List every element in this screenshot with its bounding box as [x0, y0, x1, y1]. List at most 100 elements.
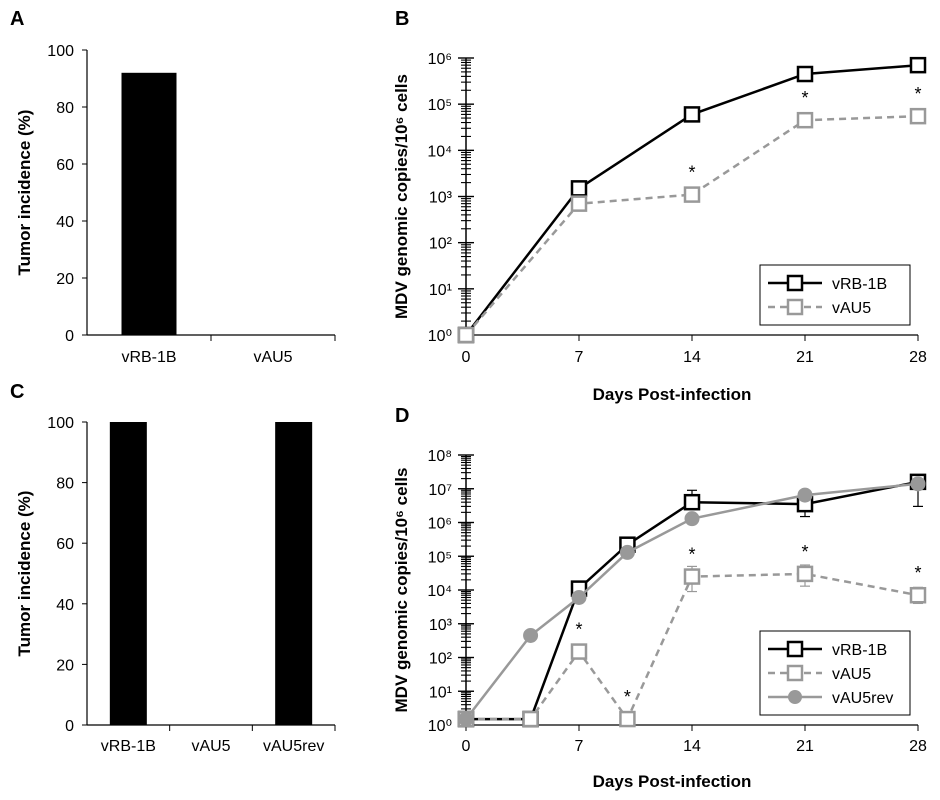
y-tick-label: 100 [47, 43, 74, 60]
y-tick-label: 10⁵ [428, 97, 452, 114]
data-point [683, 186, 701, 203]
x-axis-title: Days Post-infection [593, 385, 752, 404]
series-line [465, 114, 919, 336]
data-point [796, 111, 814, 129]
data-point [796, 65, 814, 83]
legend: vRB-1B vAU5 vAU5rev [759, 630, 911, 716]
data-point [458, 711, 474, 727]
y-tick-label: 10¹ [429, 282, 452, 299]
significance-star: * [801, 88, 808, 108]
y-tick-label: 100 [47, 415, 74, 432]
data-point [796, 565, 814, 583]
data-point [683, 106, 701, 123]
data-point [909, 586, 927, 604]
x-tick-label: 14 [683, 738, 701, 755]
significance-star: * [914, 563, 921, 583]
x-tick-label: 7 [575, 738, 584, 755]
y-tick-label: 10⁴ [427, 583, 452, 600]
panel-letter: C [10, 381, 24, 403]
data-point [457, 326, 475, 344]
data-point [570, 180, 588, 197]
y-axis-title: MDV genomic copies/10⁶ cells [392, 74, 411, 319]
x-axis-title: Days Post-infection [593, 772, 752, 791]
y-axis-title: MDV genomic copies/10⁶ cells [392, 468, 411, 713]
data-point [570, 643, 588, 660]
legend-box [759, 264, 911, 326]
data-point [523, 627, 539, 643]
category-label: vRB-1B [101, 738, 156, 755]
x-tick-label: 28 [909, 738, 927, 755]
x-tick-label: 0 [462, 349, 471, 366]
data-point [909, 107, 927, 125]
legend-marker [788, 690, 802, 704]
y-tick-label: 40 [56, 214, 74, 231]
x-tick-label: 21 [796, 349, 814, 366]
significance-star: * [688, 163, 695, 183]
legend-marker [786, 640, 804, 658]
category-label: vAU5 [191, 738, 230, 755]
legend-label: vAU5 [832, 666, 871, 683]
y-axis-title: Tumor incidence (%) [15, 491, 34, 657]
data-point [797, 487, 813, 503]
legend-marker [786, 298, 804, 316]
category-label: vAU5rev [263, 738, 324, 755]
y-tick-label: 10³ [429, 617, 453, 634]
significance-star: * [624, 687, 631, 707]
y-tick-label: 10² [429, 236, 453, 253]
category-label: vRB-1B [121, 349, 176, 366]
bar-vau5rev [275, 422, 313, 725]
data-point [910, 476, 926, 492]
panel-letter: D [395, 405, 409, 427]
significance-star: * [914, 84, 921, 104]
x-tick-label: 0 [462, 738, 471, 755]
data-point [570, 195, 588, 212]
data-point [571, 589, 587, 605]
data-point [684, 511, 700, 527]
y-tick-label: 60 [56, 536, 74, 553]
x-tick-label: 7 [575, 349, 584, 366]
panel-c: C 0 20 40 60 80 100 vRB-1B vAU5 vAU5rev Tumor inci… [10, 381, 336, 755]
y-tick-label: 0 [65, 328, 74, 345]
panel-d: D 10⁰ 10¹ 10² 10³ 10⁴ 10⁵ 10⁶ 10⁷ 10⁸ 0 7 14 21 28 Days… [392, 405, 927, 791]
series-vau5rev [458, 476, 926, 727]
data-point [522, 710, 539, 728]
y-tick-label: 40 [56, 597, 74, 614]
y-tick-label: 10⁶ [428, 51, 452, 68]
x-tick-label: 21 [796, 738, 814, 755]
data-point [683, 493, 701, 511]
legend-label: vAU5 [832, 300, 871, 317]
legend-marker [786, 664, 804, 682]
y-tick-label: 60 [56, 157, 74, 174]
y-tick-label: 10⁴ [427, 143, 452, 160]
y-axis-title: Tumor incidence (%) [15, 110, 34, 276]
y-tick-label: 20 [56, 657, 74, 674]
x-tick-label: 28 [909, 349, 927, 366]
y-tick-label: 10¹ [429, 684, 452, 701]
panel-letter: B [395, 8, 409, 30]
legend-label: vRB-1B [832, 642, 887, 659]
legend-label: vRB-1B [832, 276, 887, 293]
y-tick-label: 10² [429, 651, 453, 668]
data-point [909, 56, 927, 74]
y-tick-label: 10⁰ [428, 328, 452, 345]
legend: vRB-1B vAU5 [759, 264, 911, 326]
legend-label: vAU5rev [832, 690, 893, 707]
y-tick-label: 10³ [429, 190, 453, 207]
panel-letter: A [10, 8, 24, 30]
significance-star: * [801, 542, 808, 562]
bar-vrb-1b [109, 422, 147, 725]
significance-star: * [688, 545, 695, 565]
y-tick-label: 80 [56, 100, 74, 117]
data-point [619, 710, 636, 728]
y-tick-label: 80 [56, 476, 74, 493]
series-vau5 [457, 107, 927, 344]
category-label: vAU5 [253, 349, 292, 366]
panel-a: A 0 20 40 60 80 100 vRB-1B vAU5 Tumor incidence (… [10, 8, 336, 366]
data-point [683, 568, 701, 585]
y-tick-label: 10⁵ [428, 549, 452, 566]
y-tick-label: 10⁶ [428, 516, 452, 533]
y-tick-label: 20 [56, 271, 74, 288]
x-tick-label: 14 [683, 349, 701, 366]
y-tick-label: 10⁷ [428, 482, 452, 499]
